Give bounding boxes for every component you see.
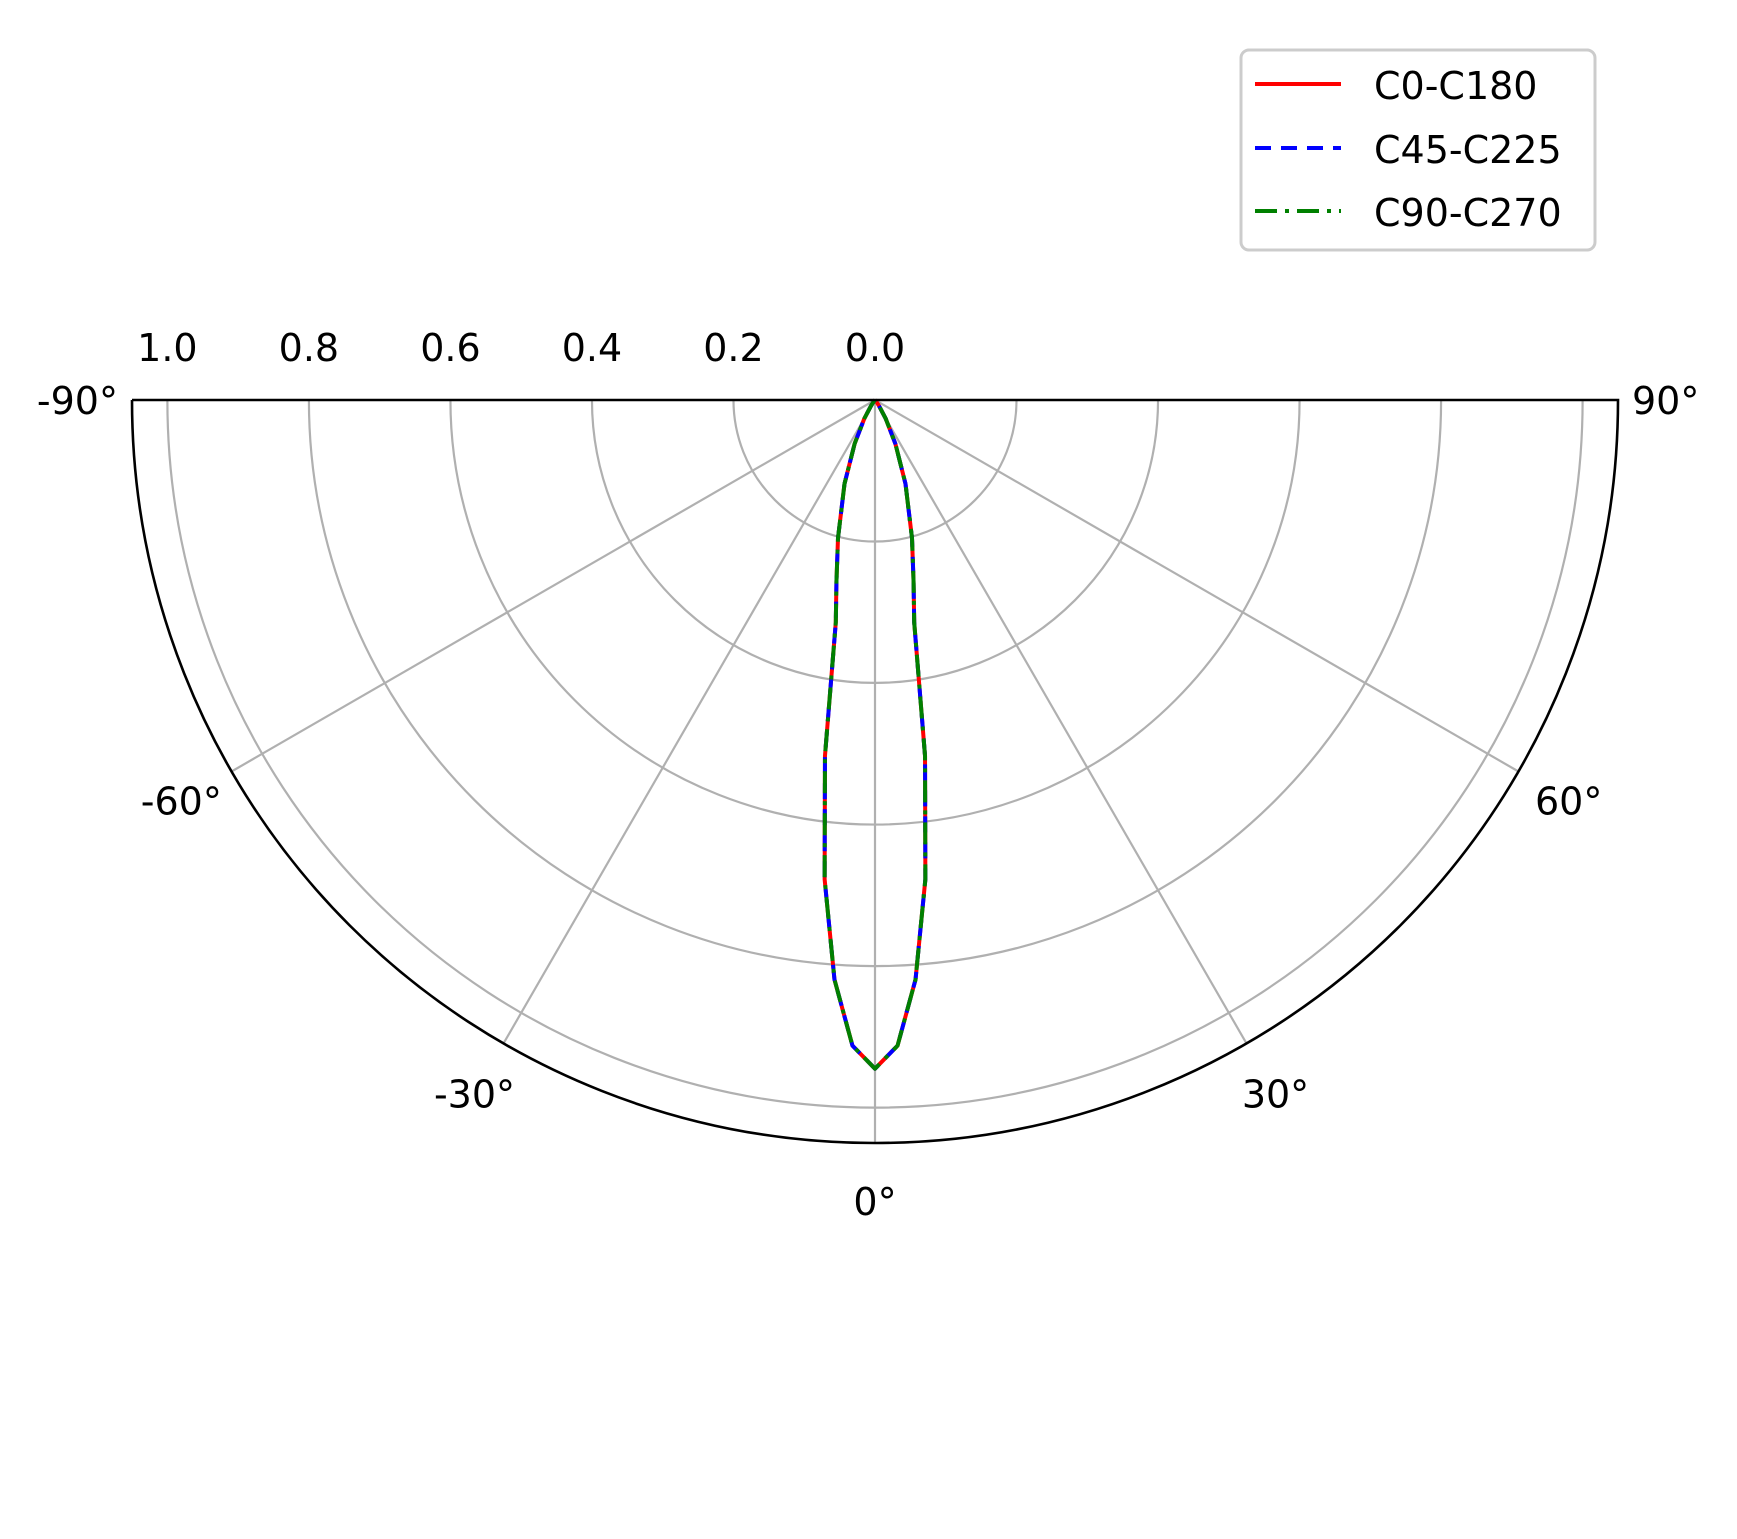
legend: C0-C180 C45-C225 C90-C270 bbox=[1239, 48, 1597, 252]
theta-tick-label: 0° bbox=[853, 1180, 896, 1224]
theta-tick-label: -90° bbox=[37, 379, 118, 423]
legend-label-c90-c270: C90-C270 bbox=[1374, 191, 1562, 235]
axis-layer bbox=[130, 398, 1620, 1145]
grid-spoke-1 bbox=[502, 399, 876, 1045]
r-tick-label: 1.0 bbox=[137, 326, 197, 370]
series-layer bbox=[822, 398, 928, 1071]
grid-spoke-0 bbox=[230, 399, 876, 773]
label-layer: 1.0 0.8 0.6 0.4 0.2 0.0 -90° -60° -30° 0° 30° 60° 90… bbox=[37, 326, 1699, 1224]
r-tick-label: 0.8 bbox=[279, 326, 339, 370]
r-tick-label: 0.2 bbox=[703, 326, 763, 370]
r-tick-label: 0.0 bbox=[845, 326, 905, 370]
grid-layer bbox=[166, 399, 1584, 1143]
series-line-c90-c270 bbox=[822, 398, 928, 1071]
theta-tick-label: 30° bbox=[1242, 1073, 1309, 1117]
theta-tick-label: 90° bbox=[1632, 379, 1699, 423]
theta-tick-label: 60° bbox=[1535, 780, 1602, 824]
grid-spoke-4 bbox=[874, 399, 1520, 773]
r-tick-label: 0.4 bbox=[562, 326, 622, 370]
axis-frame bbox=[130, 398, 1620, 1145]
r-tick-label: 0.6 bbox=[420, 326, 480, 370]
legend-label-c45-c225: C45-C225 bbox=[1374, 128, 1562, 172]
legend-label-c0-c180: C0-C180 bbox=[1374, 64, 1538, 108]
grid-spoke-3 bbox=[874, 399, 1248, 1045]
theta-tick-label: -60° bbox=[141, 780, 222, 824]
theta-tick-label: -30° bbox=[434, 1073, 515, 1117]
legend-frame bbox=[1239, 48, 1597, 252]
